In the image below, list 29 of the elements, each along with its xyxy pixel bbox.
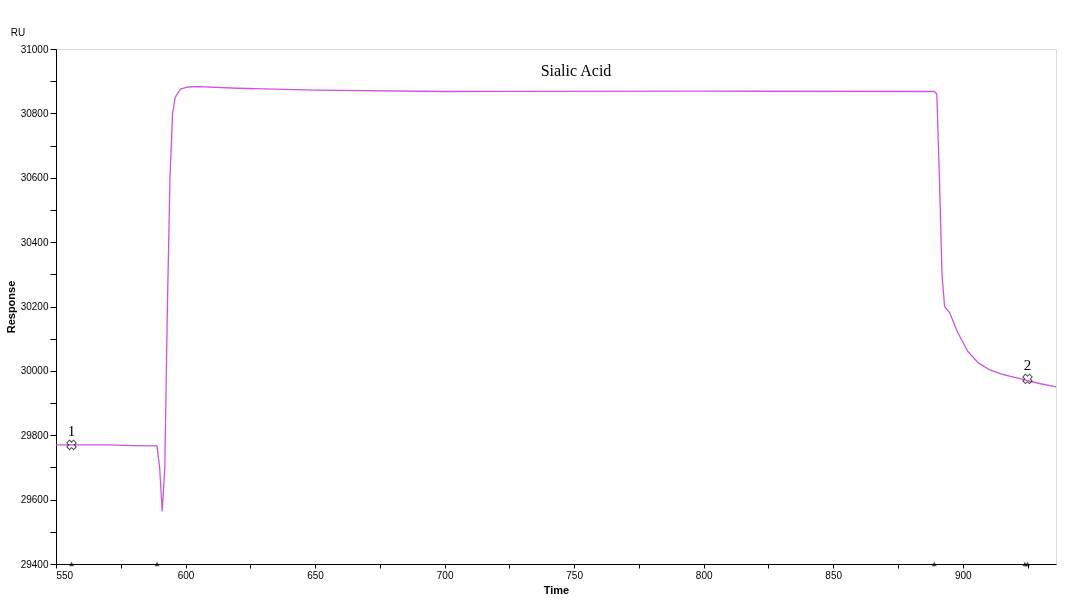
x-axis-title: Time	[543, 583, 570, 596]
x-tick-label: 550	[56, 569, 74, 581]
point	[66, 439, 77, 451]
y-tick-label: 30000	[20, 365, 49, 377]
y-tick-label: 29600	[20, 494, 49, 506]
x-tick-label: 800	[695, 569, 713, 581]
y-axis-title: Response	[4, 280, 17, 334]
x-tick-label: 650	[307, 569, 325, 581]
y-tick-label: 30400	[20, 236, 49, 248]
text: Sialic Acid	[540, 62, 612, 79]
point	[1022, 373, 1033, 385]
y-tick-label: 29800	[20, 429, 49, 441]
x-tick-label: 600	[177, 569, 195, 581]
text: RU	[10, 27, 26, 38]
point	[931, 561, 937, 567]
x-tick-label: 900	[954, 569, 973, 581]
point	[69, 561, 75, 567]
point	[154, 561, 160, 567]
y-tick-label: 29400	[20, 558, 49, 570]
y-tick-label: 30600	[20, 172, 49, 184]
x-tick-label: 700	[436, 569, 454, 581]
x-tick-label: 850	[825, 569, 843, 581]
y-tick-label: 31000	[20, 43, 49, 55]
x-tick-label: 750	[566, 569, 584, 581]
y-tick-label: 30800	[20, 107, 49, 119]
annotation: 1	[67, 422, 76, 439]
annotation: 2	[1023, 356, 1032, 373]
y-tick-label: 30200	[20, 301, 49, 312]
line-series	[56, 86, 1056, 512]
